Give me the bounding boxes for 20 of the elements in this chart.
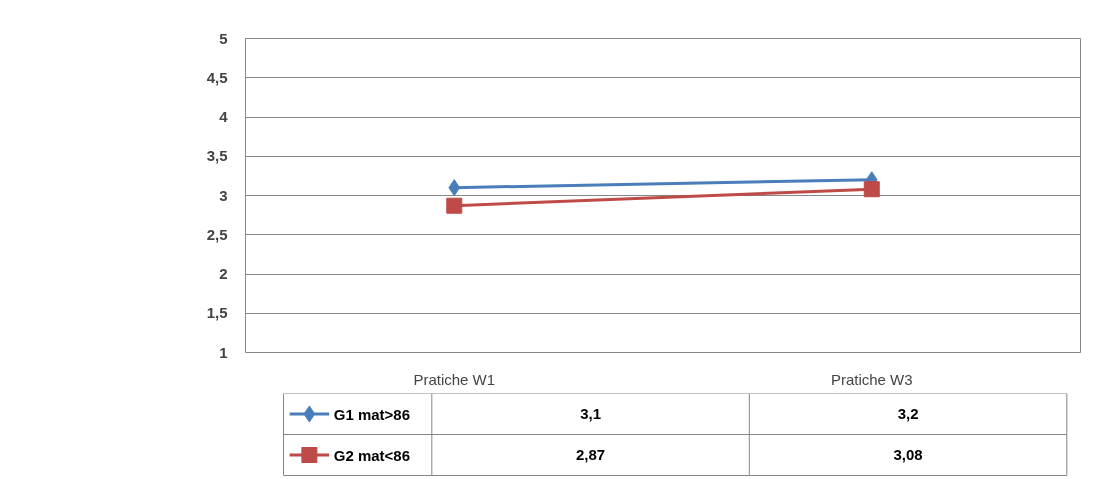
y-tick-label: 5 <box>219 29 228 47</box>
point <box>863 181 880 198</box>
data-label: 2,87 <box>575 446 606 463</box>
x-tick-label: Pratiche W1 <box>413 370 496 388</box>
x-tick-label: Pratiche W3 <box>830 370 913 388</box>
data-label: 3,1 <box>580 405 601 422</box>
y-tick-label: 4 <box>219 108 229 125</box>
y-tick-label: 2,5 <box>206 225 228 243</box>
y-tick-label: 3,5 <box>206 147 228 165</box>
y-tick-label: 2 <box>219 265 228 282</box>
data-label: 3,08 <box>893 446 923 463</box>
y-tick-label: 1 <box>219 343 228 361</box>
legend-label: G2 mat<86 <box>333 446 411 464</box>
y-tick-label: 1,5 <box>206 304 228 322</box>
legend-label: G1 mat>86 <box>333 405 411 423</box>
point <box>446 197 463 214</box>
point <box>448 179 461 197</box>
y-tick-label: 4,5 <box>206 68 228 86</box>
y-tick-label: 3 <box>219 186 228 204</box>
data-label: 3,2 <box>897 405 919 422</box>
